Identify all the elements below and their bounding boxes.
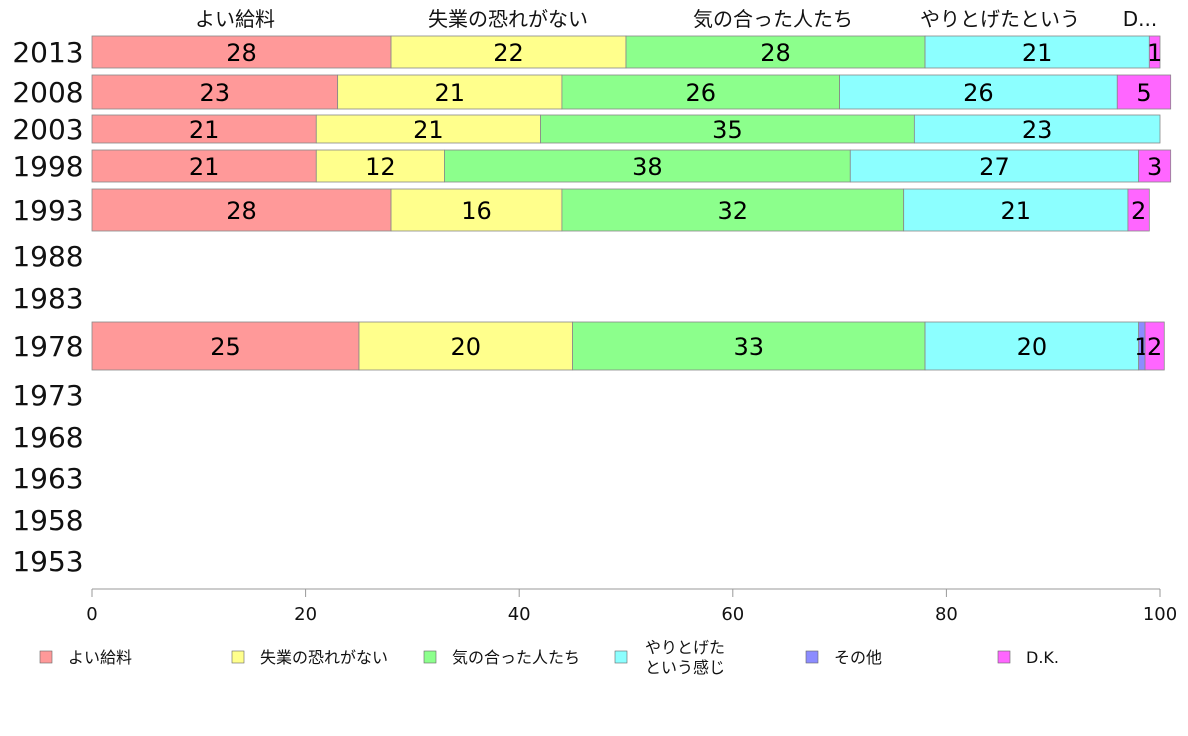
data-label-1998-3: 27: [979, 153, 1010, 181]
bar-segment-2013-2: [625, 35, 926, 69]
top-category-labels: よい給料 失業の恐れがない 気の合った人たち やりとげたという D...: [195, 7, 1157, 31]
bar-segment-2013-0: [91, 35, 392, 69]
bar-segment-2008-3: [839, 74, 1118, 110]
bar-segment-2003-0: [91, 114, 317, 144]
bar-segment-2008-0: [91, 74, 339, 110]
legend-label-1: 失業の恐れがない: [260, 648, 388, 667]
data-label-1978-3: 20: [1017, 333, 1048, 361]
data-label-2008-5: 5: [1136, 79, 1151, 107]
data-label-1978-2: 33: [734, 333, 765, 361]
year-label-1973: 1973: [12, 379, 83, 412]
bar-segment-1978-1: [358, 321, 574, 371]
bar-segment-2003-2: [540, 114, 915, 144]
legend-label-0: よい給料: [68, 648, 132, 667]
year-label-1958: 1958: [12, 504, 83, 537]
legend-swatch-4: [805, 650, 819, 664]
bar-segment-2008-2: [561, 74, 840, 110]
year-label-2008: 2008: [12, 76, 83, 109]
year-labels: 2013 2008 2003 1998 1993 1988 1983 1978 1973 1968…: [12, 36, 83, 578]
legend-swatch-0: [39, 650, 53, 664]
legend-label-2: 気の合った人たち: [452, 648, 580, 667]
data-label-1993-2: 32: [718, 197, 749, 225]
bar-segment-1993-0: [91, 188, 392, 232]
legend-label-5: D.K.: [1026, 648, 1059, 667]
top-label-4: D...: [1123, 7, 1157, 31]
data-label-2013-5: 1: [1147, 39, 1162, 67]
data-label-2003-2: 35: [712, 116, 743, 144]
bar-segment-1978-3: [924, 321, 1140, 371]
year-label-1993: 1993: [12, 194, 83, 227]
year-label-1963: 1963: [12, 462, 83, 495]
x-tick-label-100: 100: [1143, 604, 1177, 625]
data-label-2008-0: 23: [200, 79, 231, 107]
bar-segment-1978-5: [1144, 321, 1165, 371]
data-label-1993-5: 2: [1131, 197, 1146, 225]
x-tick-label-0: 0: [86, 604, 97, 625]
data-label-2008-2: 26: [685, 79, 716, 107]
x-axis: 0 20 40 60 80 100: [86, 588, 1177, 625]
bar-segment-2013-3: [924, 35, 1150, 69]
bar-segment-2003-3: [913, 114, 1161, 144]
data-label-2013-0: 28: [226, 39, 257, 67]
top-label-2: 気の合った人たち: [693, 7, 853, 31]
data-label-2013-2: 28: [760, 39, 791, 67]
bar-segment-1978-2: [572, 321, 926, 371]
legend-swatch-3: [614, 650, 628, 664]
legend-label-3-1: という感じ: [645, 658, 725, 677]
data-label-2013-3: 21: [1022, 39, 1053, 67]
bar-segment-2013-1: [390, 35, 627, 69]
data-label-2003-1: 21: [413, 116, 444, 144]
year-label-1998: 1998: [12, 150, 83, 183]
data-label-2008-3: 26: [963, 79, 994, 107]
bar-segment-1993-5: [1127, 188, 1150, 232]
data-label-1998-5: 3: [1147, 153, 1162, 181]
data-label-2013-1: 22: [493, 39, 524, 67]
year-label-1988: 1988: [12, 240, 83, 273]
year-label-2013: 2013: [12, 36, 83, 69]
bar-segment-2008-1: [337, 74, 563, 110]
data-label-1978-0: 25: [210, 333, 241, 361]
data-label-1998-2: 38: [632, 153, 663, 181]
top-label-1: 失業の恐れがない: [428, 7, 588, 31]
x-tick-label-20: 20: [294, 604, 317, 625]
top-label-3: やりとげたという: [920, 7, 1080, 31]
x-tick-label-40: 40: [508, 604, 531, 625]
data-label-2008-1: 21: [435, 79, 466, 107]
x-tick-label-60: 60: [721, 604, 744, 625]
year-label-1953: 1953: [12, 545, 83, 578]
bar-segment-1993-3: [903, 188, 1129, 232]
bar-segment-1978-0: [91, 321, 360, 371]
data-label-1998-0: 21: [189, 153, 220, 181]
data-label-1998-1: 12: [365, 153, 396, 181]
data-label-1978-1: 20: [451, 333, 482, 361]
bar-segment-2003-1: [315, 114, 541, 144]
data-label-2003-3: 23: [1022, 116, 1053, 144]
data-label-1993-0: 28: [226, 197, 257, 225]
bar-segment-2008-5: [1116, 74, 1172, 110]
bar-segment-2013-5: [1148, 35, 1161, 69]
legend-swatch-5: [997, 650, 1011, 664]
year-label-1978: 1978: [12, 330, 83, 363]
data-label-2003-0: 21: [189, 116, 220, 144]
bar-segment-1998-5: [1138, 149, 1172, 183]
legend-swatch-1: [231, 650, 245, 664]
legend-label-3-0: やりとげた: [645, 638, 725, 657]
legend-swatch-2: [423, 650, 437, 664]
data-label-1993-1: 16: [461, 197, 492, 225]
year-label-2003: 2003: [12, 113, 83, 146]
bar-segment-1998-0: [91, 149, 317, 183]
data-label-1993-3: 21: [1001, 197, 1032, 225]
data-label-1978-5: 2: [1147, 333, 1162, 361]
year-label-1968: 1968: [12, 421, 83, 454]
x-tick-label-80: 80: [935, 604, 958, 625]
year-label-1983: 1983: [12, 282, 83, 315]
top-label-0: よい給料: [195, 7, 275, 31]
legend-label-4: その他: [834, 648, 882, 667]
bar-segment-1998-1: [315, 149, 445, 183]
